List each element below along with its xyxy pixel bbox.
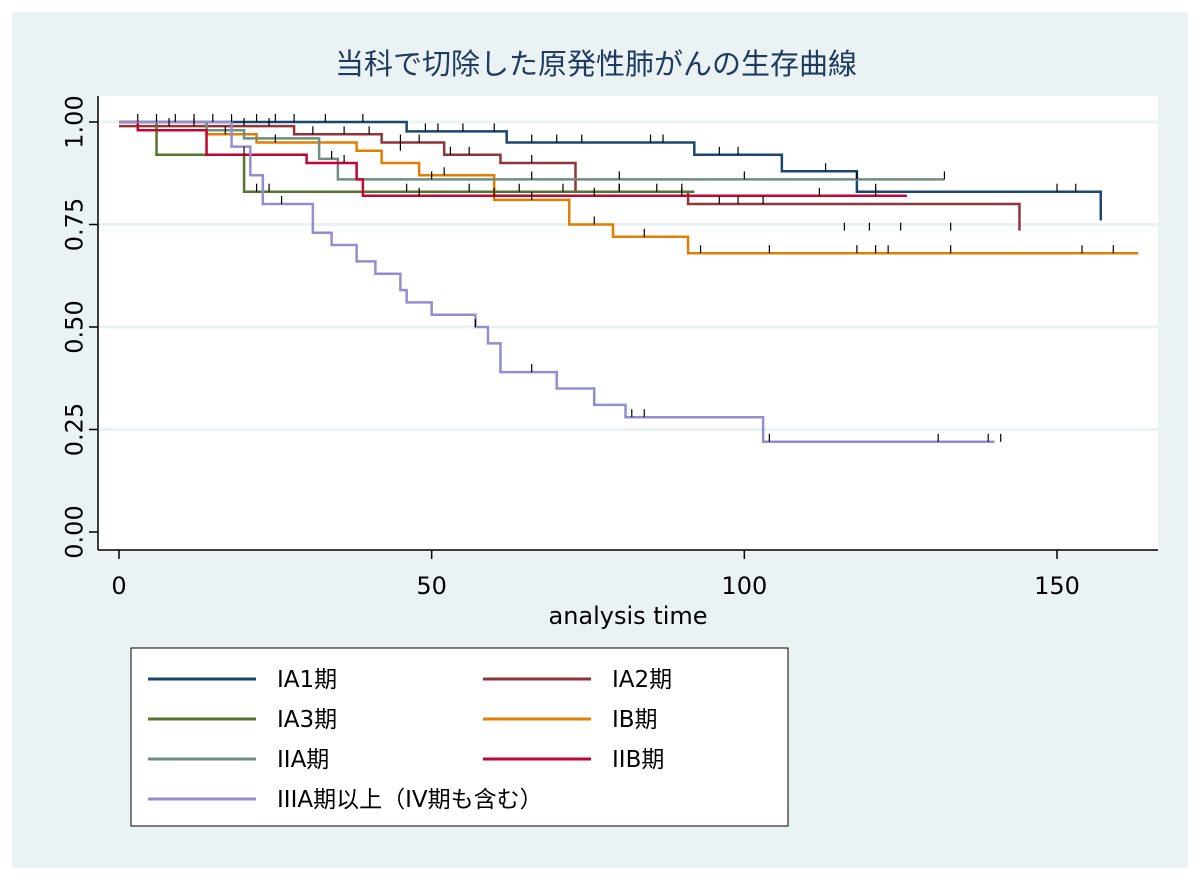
censor-layer <box>137 114 1114 442</box>
y-tick-label-0: 0.00 <box>60 505 88 558</box>
legend-label-3: IA3期 <box>277 707 337 733</box>
legend-label-5: IIA期 <box>277 747 329 773</box>
series-line-2 <box>119 124 1021 231</box>
x-axis-title: analysis time <box>548 602 707 630</box>
legend-label-1: IA1期 <box>277 667 337 693</box>
legend-item-3[interactable]: IA3期 <box>148 707 337 733</box>
y-tick-label-3: 0.75 <box>60 198 88 251</box>
axes <box>89 96 1158 559</box>
y-tick-label-4: 1.00 <box>60 95 88 148</box>
plot-area <box>98 96 1158 550</box>
legend-item-2[interactable]: IA2期 <box>483 667 672 693</box>
legend-item-7[interactable]: IIIA期以上（IV期も含む） <box>148 787 543 813</box>
series-line-4 <box>119 120 1139 255</box>
x-tick-label-0: 0 <box>111 572 126 600</box>
tick-labels: 0.00 0.25 0.50 0.75 1.00 0 50 100 150 <box>60 95 1080 600</box>
legend-label-7: IIIA期以上（IV期も含む） <box>277 787 543 813</box>
x-tick-label-3: 150 <box>1034 572 1080 600</box>
legend-item-5[interactable]: IIA期 <box>148 747 329 773</box>
legend[interactable]: IA1期 IA2期 IA3期 IB期 IIA期 IIB期 IIIA期以上（IV期も含む） <box>130 647 789 827</box>
legend-item-1[interactable]: IA1期 <box>148 667 337 693</box>
series-layer <box>119 120 1139 444</box>
chart-title: 当科で切除した原発性肺がんの生存曲線 <box>335 47 857 81</box>
y-tick-label-2: 0.50 <box>60 300 88 353</box>
series-line-1 <box>119 120 1103 221</box>
legend-label-6: IIB期 <box>612 747 664 773</box>
legend-label-4: IB期 <box>612 707 658 733</box>
series-line-5 <box>119 120 945 181</box>
series-line-6 <box>119 120 907 198</box>
y-tick-label-1: 0.25 <box>60 403 88 456</box>
series-line-7 <box>119 120 995 444</box>
x-tick-label-1: 50 <box>416 572 447 600</box>
x-tick-label-2: 100 <box>721 572 767 600</box>
legend-item-4[interactable]: IB期 <box>483 707 658 733</box>
legend-item-6[interactable]: IIB期 <box>483 747 664 773</box>
legend-label-2: IA2期 <box>612 667 672 693</box>
